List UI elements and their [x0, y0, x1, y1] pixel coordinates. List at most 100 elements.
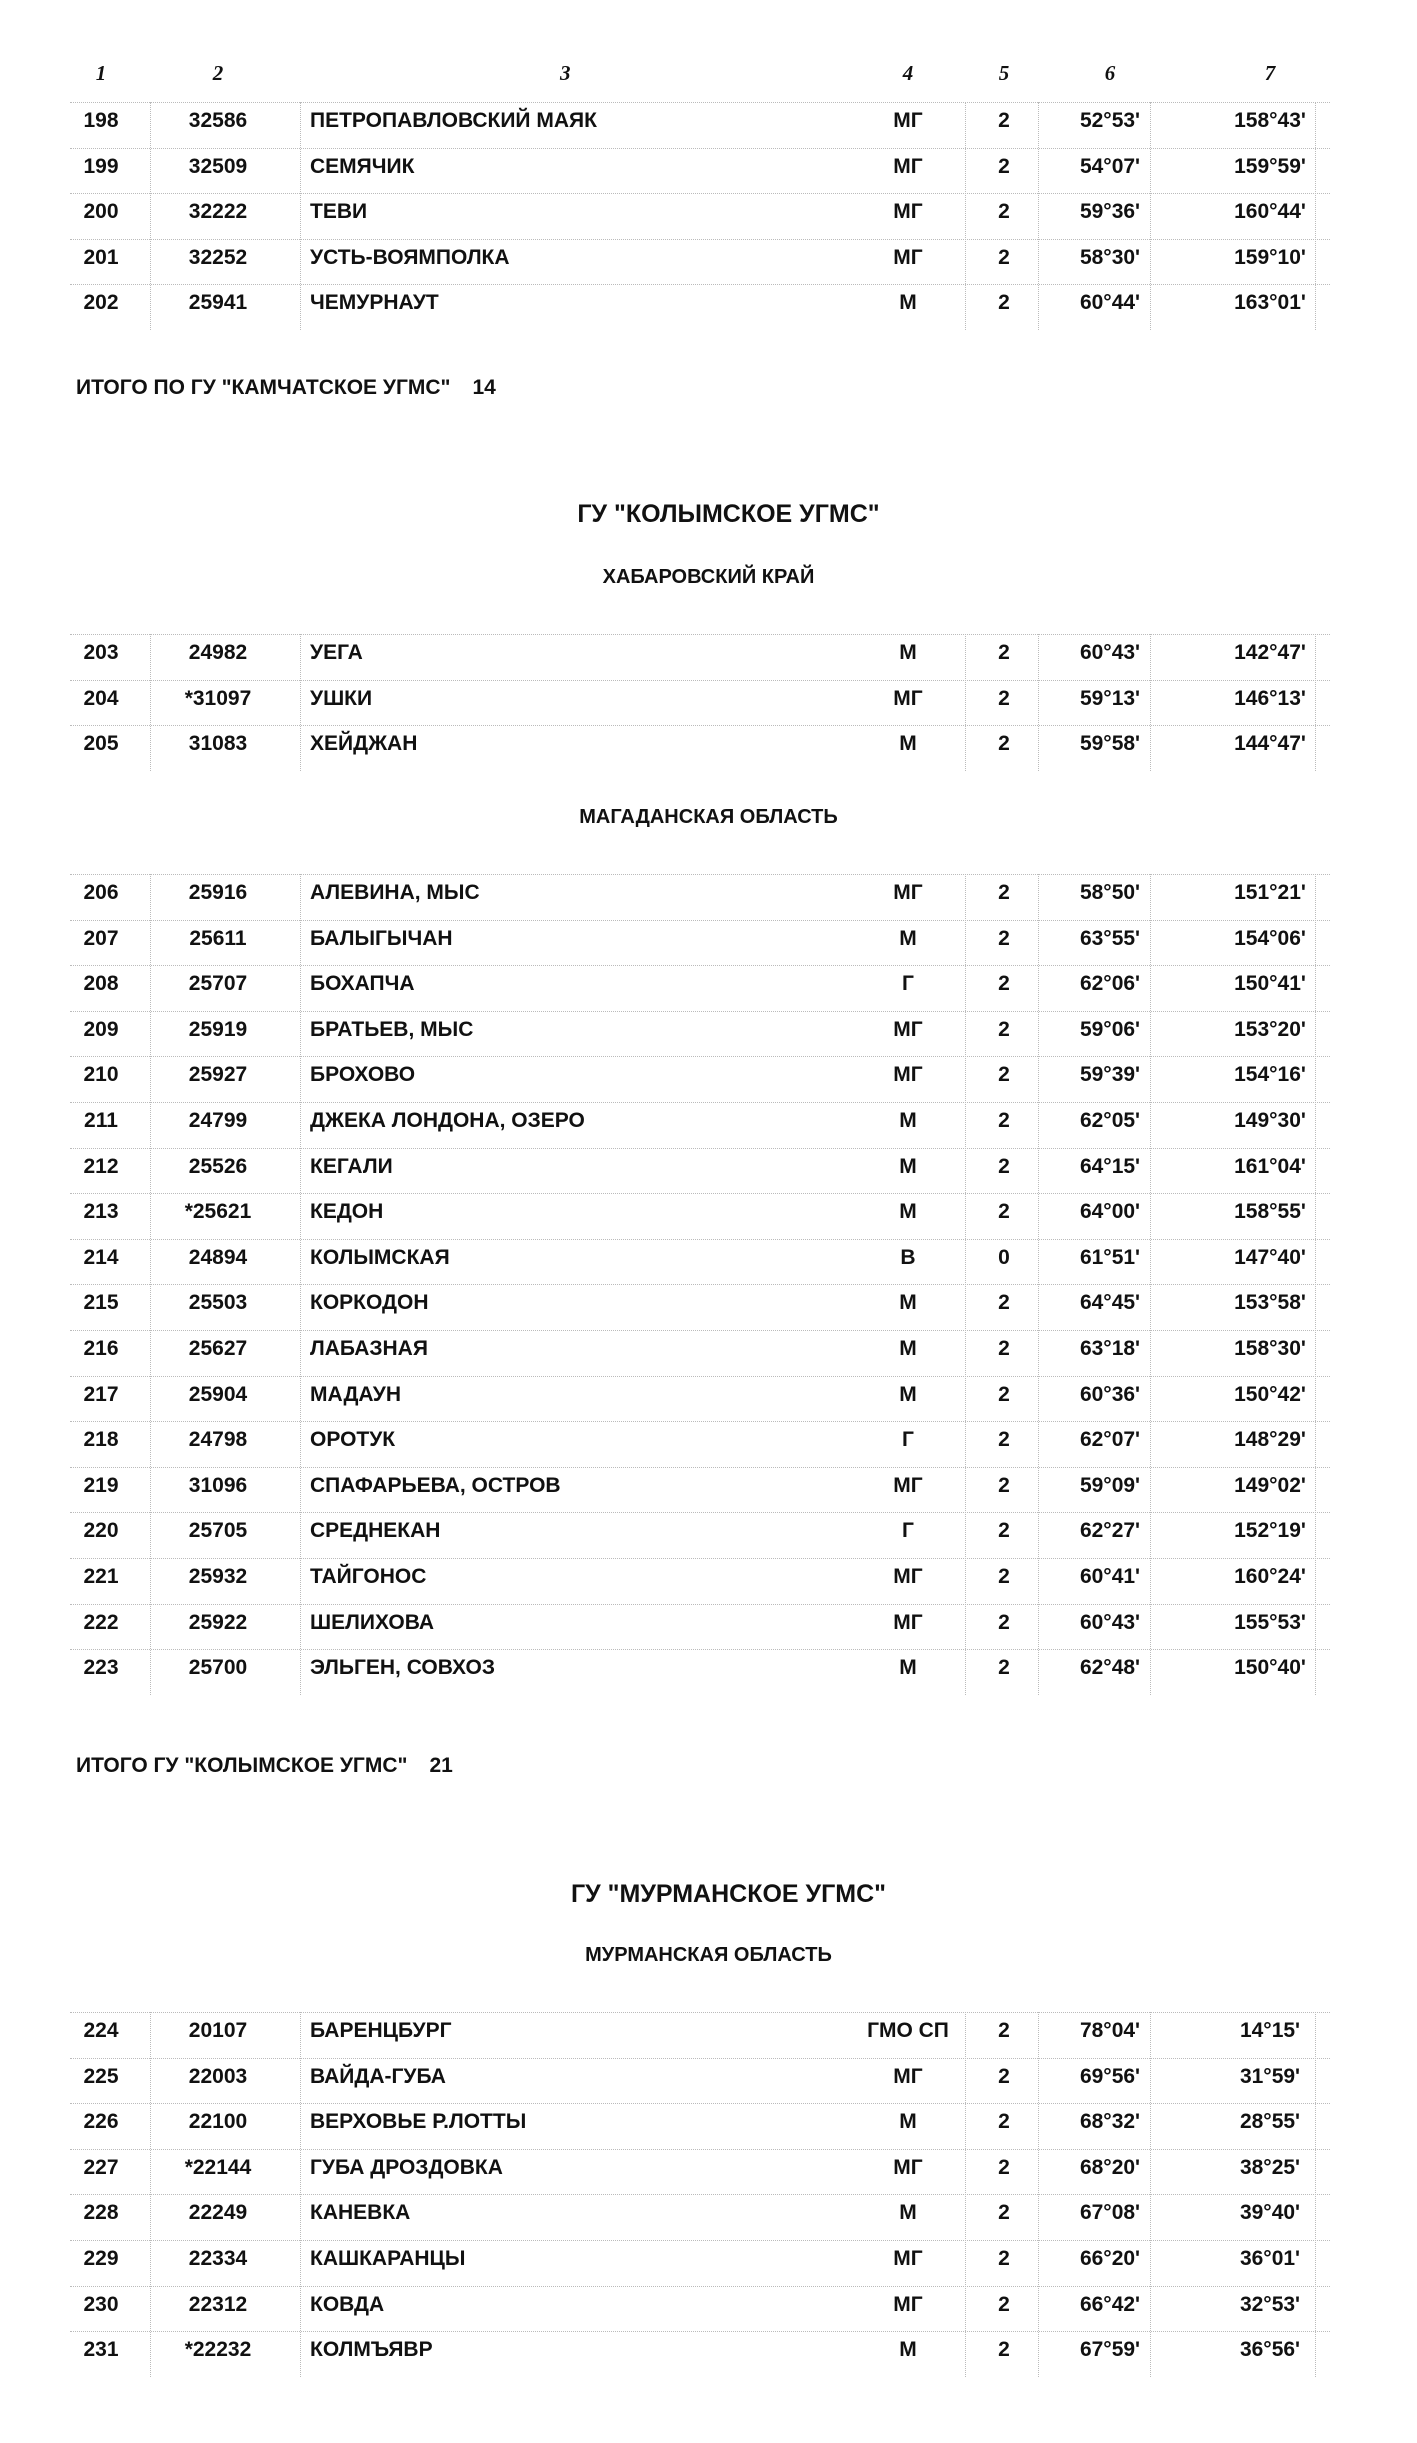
- category: 2: [998, 732, 1010, 756]
- row-divider: [70, 1238, 1330, 1240]
- row-number: 231: [83, 2338, 119, 2362]
- category: 2: [998, 200, 1010, 224]
- station-name: ВЕРХОВЬЕ Р.ЛОТТЫ: [310, 2110, 527, 2134]
- station-type: Г: [902, 1519, 914, 1543]
- station-name: ДЖЕКА ЛОНДОНА, ОЗЕРО: [310, 1109, 585, 1132]
- category: 2: [998, 926, 1010, 950]
- station-index: 22334: [188, 2247, 248, 2270]
- station-name: ЛАБАЗНАЯ: [310, 1337, 428, 1360]
- row-divider: [70, 965, 1330, 967]
- latitude: 59°06': [1079, 1017, 1141, 1041]
- total-line: ИТОГО ГУ "КОЛЫМСКОЕ УГМС" 21: [76, 1754, 453, 1778]
- station-name: КОЛЫМСКАЯ: [310, 1245, 450, 1269]
- longitude: 36°01': [1239, 2247, 1301, 2270]
- longitude: 160°44': [1234, 200, 1306, 224]
- row-divider: [70, 1193, 1330, 1195]
- row-divider: [70, 1284, 1330, 1286]
- category: 2: [998, 1063, 1010, 1087]
- longitude: 152°19': [1234, 1519, 1306, 1543]
- row-divider: [70, 2194, 1330, 2196]
- longitude: 14°15': [1239, 2019, 1301, 2042]
- row-divider: [70, 2148, 1330, 2150]
- station-name: УШКИ: [310, 686, 373, 710]
- row-divider: [70, 1102, 1330, 1103]
- row-number: 209: [83, 1017, 119, 1041]
- category: 2: [998, 1565, 1010, 1588]
- row-number: 202: [83, 291, 119, 315]
- longitude: 158°43': [1234, 109, 1306, 132]
- row-number: 198: [83, 109, 119, 132]
- longitude: 149°02': [1234, 1473, 1306, 1497]
- station-index: 25922: [188, 1610, 248, 1634]
- category: 2: [998, 1017, 1010, 1041]
- category: 2: [998, 686, 1010, 710]
- column-divider: [1150, 102, 1151, 330]
- column-divider: [1038, 2012, 1039, 2377]
- column-divider: [150, 874, 151, 1695]
- latitude: 62°27': [1079, 1519, 1141, 1543]
- category: 2: [998, 2110, 1010, 2134]
- station-type: МГ: [893, 1610, 923, 1634]
- station-type: МГ: [893, 1473, 923, 1497]
- row-number: 216: [83, 1337, 119, 1360]
- station-type: М: [899, 1109, 917, 1132]
- region-subtitle: МУРМАНСКАЯ ОБЛАСТЬ: [585, 1944, 832, 1966]
- total-count: 21: [429, 1754, 453, 1777]
- row-number: 222: [83, 1610, 119, 1634]
- column-header-1: 1: [95, 61, 107, 85]
- station-name: БРАТЬЕВ, МЫС: [310, 1017, 474, 1041]
- column-divider: [1150, 2012, 1151, 2377]
- row-number: 215: [83, 1291, 119, 1315]
- row-divider: [70, 193, 1330, 195]
- row-divider: [70, 238, 1330, 240]
- latitude: 62°06': [1079, 972, 1141, 996]
- longitude: 163°01': [1234, 291, 1306, 315]
- column-divider: [965, 634, 966, 771]
- row-divider: [70, 1330, 1330, 1331]
- row-divider: [70, 2331, 1330, 2333]
- station-name: БОХАПЧА: [310, 972, 415, 996]
- station-type: М: [899, 926, 917, 950]
- longitude: 161°04': [1234, 1154, 1306, 1178]
- longitude: 153°20': [1234, 1017, 1306, 1041]
- station-type: МГ: [893, 1063, 923, 1087]
- station-name: ШЕЛИХОВА: [310, 1610, 435, 1634]
- station-name: ТАЙГОНОС: [310, 1565, 427, 1588]
- latitude: 52°53': [1079, 109, 1141, 132]
- station-name: УСТЬ-ВОЯМПОЛКА: [310, 245, 510, 269]
- station-index: 32222: [188, 200, 248, 224]
- station-name: МАДАУН: [310, 1382, 401, 1406]
- station-name: ГУБА ДРОЗДОВКА: [310, 2155, 503, 2179]
- category: 2: [998, 2064, 1010, 2088]
- row-number: 203: [83, 641, 119, 664]
- station-name: СПАФАРЬЕВА, ОСТРОВ: [310, 1473, 561, 1497]
- column-header-4: 4: [902, 61, 914, 85]
- latitude: 69°56': [1079, 2064, 1141, 2088]
- longitude: 147°40': [1234, 1245, 1306, 1269]
- category: 2: [998, 972, 1010, 996]
- row-number: 228: [83, 2201, 119, 2225]
- column-divider: [300, 634, 301, 771]
- station-index: 24799: [188, 1109, 248, 1132]
- station-name: БРОХОВО: [310, 1063, 416, 1087]
- column-divider: [150, 634, 151, 771]
- longitude: 155°53': [1234, 1610, 1306, 1634]
- row-number: 225: [83, 2064, 119, 2088]
- latitude: 59°36': [1079, 200, 1141, 224]
- station-type: МГ: [893, 2247, 923, 2270]
- latitude: 64°45': [1079, 1291, 1141, 1315]
- category: 2: [998, 1473, 1010, 1497]
- row-divider: [70, 2012, 1330, 2013]
- station-index: *22232: [184, 2338, 252, 2362]
- row-divider: [70, 1558, 1330, 1559]
- station-name: СЕМЯЧИК: [310, 154, 415, 178]
- station-name: ХЕЙДЖАН: [310, 732, 418, 756]
- row-divider: [70, 2057, 1330, 2059]
- latitude: 67°59': [1079, 2338, 1141, 2362]
- latitude: 58°50': [1079, 881, 1141, 904]
- longitude: 148°29': [1234, 1428, 1306, 1452]
- station-index: 25627: [188, 1337, 248, 1360]
- station-index: 25941: [188, 291, 248, 315]
- row-number: 205: [83, 732, 119, 756]
- station-index: 22312: [188, 2292, 248, 2316]
